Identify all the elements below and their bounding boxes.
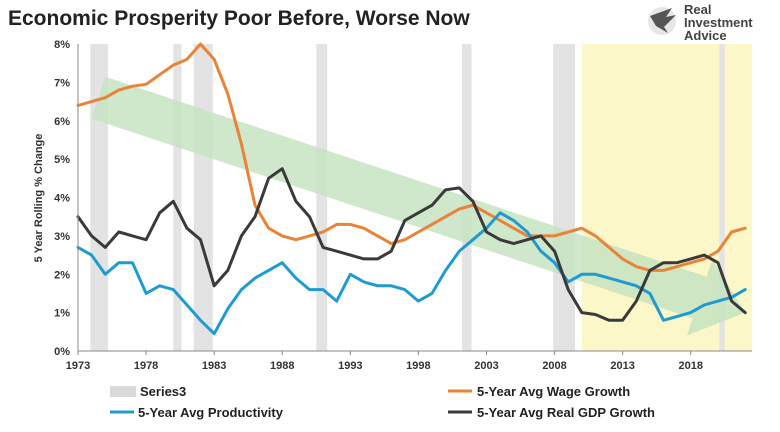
legend-item-productivity: 5-Year Avg Productivity — [110, 405, 284, 420]
logo-line3: Advice — [684, 28, 727, 43]
recession-band-2 — [193, 44, 213, 351]
y-tick-label-3: 3% — [54, 231, 70, 243]
eagle-logo-icon — [648, 7, 676, 35]
legend-label-productivity: 5-Year Avg Productivity — [138, 405, 284, 420]
legend: Series3 5-Year Avg Wage Growth 5-Year Av… — [110, 384, 655, 420]
logo-line1: Real — [684, 2, 711, 17]
y-tick-label-0: 0% — [54, 346, 70, 358]
y-tick-label-6: 6% — [54, 116, 70, 128]
chart-title: Economic Prosperity Poor Before, Worse N… — [8, 7, 470, 30]
x-tick-label-4: 1993 — [338, 360, 362, 372]
x-tick-label-6: 2003 — [474, 360, 498, 372]
x-tick-label-0: 1973 — [66, 360, 90, 372]
legend-swatch-series3 — [110, 386, 136, 397]
legend-item-wage: 5-Year Avg Wage Growth — [448, 384, 630, 399]
trend-arrow — [91, 76, 746, 336]
x-tick-label-1: 1978 — [134, 360, 158, 372]
x-tick-label-8: 2013 — [610, 360, 634, 372]
x-tick-label-3: 1988 — [270, 360, 294, 372]
recession-band-6 — [719, 44, 725, 351]
series-line-productivity — [76, 211, 747, 336]
y-tick-label-5: 5% — [54, 154, 70, 166]
legend-label-gdp: 5-Year Avg Real GDP Growth — [477, 405, 655, 420]
x-tick-label-7: 2008 — [542, 360, 566, 372]
legend-label-series3: Series3 — [140, 384, 186, 399]
series-line-wage — [76, 42, 747, 272]
x-tick-label-5: 1998 — [406, 360, 430, 372]
logo: Real Investment Advice — [648, 2, 753, 43]
logo-line2: Investment — [684, 15, 753, 30]
y-tick-label-8: 8% — [54, 39, 70, 51]
y-tick-label-7: 7% — [54, 77, 70, 89]
x-tick-label-9: 2018 — [678, 360, 702, 372]
recession-band-5 — [553, 44, 575, 351]
y-tick-label-1: 1% — [54, 308, 70, 320]
plot-area: 0% 1% 2% 3% 4% 5% 6% 7% 8% 1973 1978 1983 1988 1993 19… — [54, 39, 752, 372]
series-line-gdp — [76, 167, 747, 322]
y-tick-label-4: 4% — [54, 193, 70, 205]
y-axis-label: 5 Year Rolling % Change — [33, 134, 45, 263]
recession-band-3 — [316, 44, 328, 351]
legend-item-gdp: 5-Year Avg Real GDP Growth — [448, 405, 655, 420]
recession-band-1 — [173, 44, 182, 351]
legend-label-wage: 5-Year Avg Wage Growth — [477, 384, 630, 399]
y-tick-label-2: 2% — [54, 269, 70, 281]
legend-item-series3: Series3 — [110, 384, 186, 399]
x-tick-label-2: 1983 — [202, 360, 226, 372]
